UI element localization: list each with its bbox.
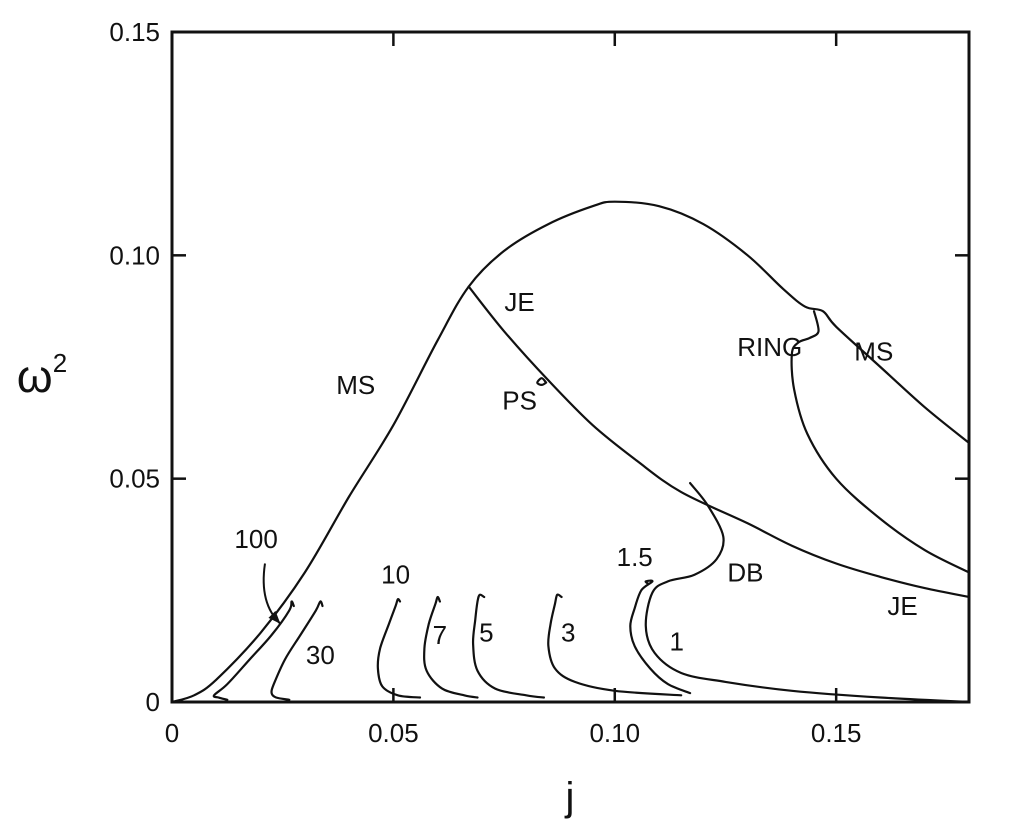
- arrow-head: [268, 610, 281, 624]
- curve-label-ring: RING: [737, 332, 802, 362]
- curve-label-5: 5: [479, 618, 493, 648]
- curve-label-100: 100: [234, 524, 277, 554]
- curve-label-10: 10: [381, 560, 410, 590]
- x-axis-title: j: [565, 775, 575, 819]
- series-db: [644, 482, 971, 704]
- curve-label-je: JE: [504, 287, 534, 317]
- series-5: [471, 593, 545, 699]
- series-ms: [170, 200, 971, 704]
- series-je: [467, 285, 971, 599]
- curves: [170, 200, 971, 704]
- x-tick-label: 0.15: [811, 718, 862, 748]
- tick-labels: 0 0.05 0.10 0.15 0 0.05 0.10 0.15: [109, 17, 861, 748]
- curve-label-30: 30: [306, 640, 335, 670]
- curve-labels: MS MS JE JE PS RING DB 1.5 1 3 5 7 10 30 100: [234, 287, 917, 670]
- series-3: [547, 593, 683, 697]
- curve-label-ps: PS: [502, 385, 537, 415]
- plot-frame: [170, 30, 971, 704]
- arrow-100: [262, 563, 282, 625]
- y-tick-label: 0.10: [109, 240, 160, 270]
- y-axis-superscript: 2: [53, 348, 67, 378]
- curve-label-1-5: 1.5: [617, 542, 653, 572]
- series-1-5: [629, 579, 692, 695]
- series-ring: [790, 310, 971, 574]
- y-axis-symbol: ω: [17, 350, 53, 402]
- curve-label-3: 3: [561, 618, 575, 648]
- curve-label-7: 7: [433, 620, 447, 650]
- x-tick-label: 0.10: [589, 718, 640, 748]
- curve-label-ms: MS: [854, 336, 893, 366]
- curve-label-db: DB: [727, 557, 763, 587]
- series-30: [270, 600, 324, 701]
- curve-label-je: JE: [887, 591, 917, 621]
- series-ps: [536, 377, 548, 386]
- series-10: [376, 598, 422, 699]
- x-tick-label: 0: [165, 718, 179, 748]
- series-100: [212, 600, 295, 701]
- x-tick-label: 0.05: [368, 718, 419, 748]
- series-7: [423, 595, 479, 699]
- y-tick-label: 0.15: [109, 17, 160, 47]
- y-tick-label: 0.05: [109, 464, 160, 494]
- curve-label-1: 1: [670, 627, 684, 657]
- curve-label-ms: MS: [336, 370, 375, 400]
- y-axis-title: ω2: [17, 348, 67, 402]
- y-tick-label: 0: [146, 687, 160, 717]
